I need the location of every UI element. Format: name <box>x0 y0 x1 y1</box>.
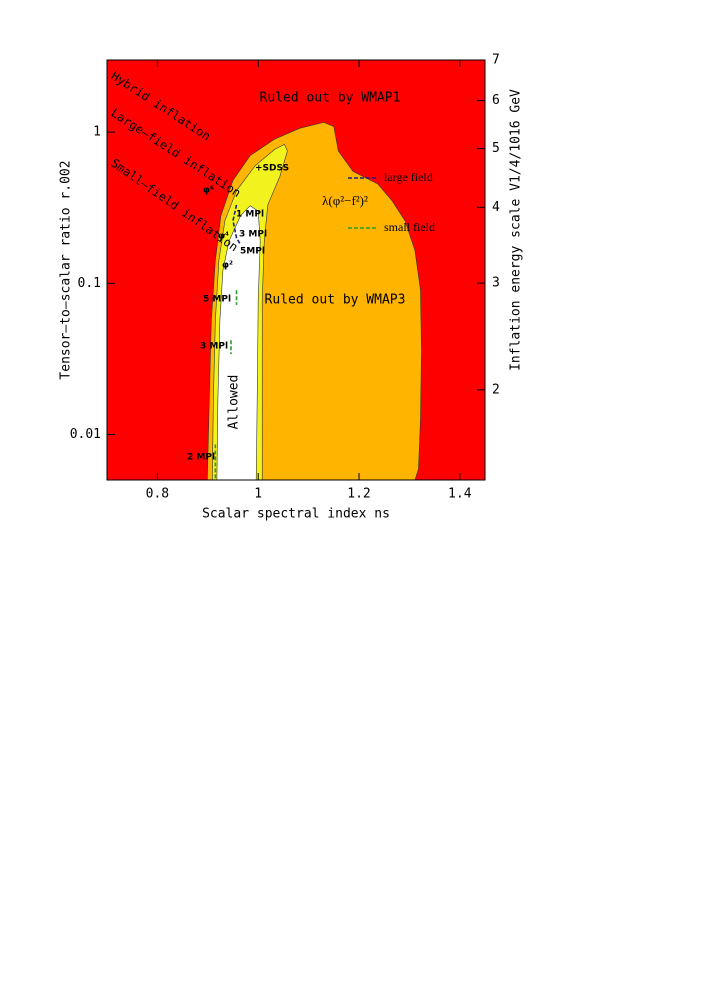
annotation: φ⁶ <box>203 186 214 196</box>
annotation: φ⁴ <box>218 232 229 242</box>
region <box>216 205 261 480</box>
y2-tick-label: 5 <box>492 141 500 156</box>
y2-tick-label: 3 <box>492 276 500 291</box>
legend-label: small field <box>384 220 435 234</box>
annotation: 3 MPl <box>200 342 228 352</box>
y2-tick-label: 6 <box>492 93 500 108</box>
annotation: 5MPl <box>240 247 265 257</box>
annotation: +SDSS <box>255 164 289 174</box>
y2-tick-label: 4 <box>492 200 500 215</box>
y-axis-label: Tensor–to–scalar ratio r.002 <box>59 160 74 379</box>
annotation: 1 MPl <box>236 210 264 220</box>
x-tick-label: 1.2 <box>347 487 370 502</box>
legend-label: large field <box>384 170 433 184</box>
y-tick-label: 0.1 <box>78 276 101 291</box>
regions <box>206 122 422 480</box>
x-tick-label: 1.4 <box>448 487 472 502</box>
annotation: Allowed <box>227 375 242 430</box>
annotation: Ruled out by WMAP3 <box>265 293 406 308</box>
line <box>214 290 238 480</box>
x-tick-label: 0.8 <box>146 487 169 502</box>
annotation: φ² <box>222 261 233 271</box>
y2-axis-label: Inflation energy scale V1/4/1016 GeV <box>509 89 524 371</box>
y2-tick-label: 7 <box>492 53 500 68</box>
annotation: 5 MPl <box>203 295 231 305</box>
plot-frame <box>106 59 486 481</box>
annotation: λ(φ²−f²)² <box>322 193 368 208</box>
y-tick-label: 1 <box>93 125 101 140</box>
annotation: 3 MPl <box>239 230 267 240</box>
y2-tick-label: 2 <box>492 382 500 397</box>
annotation: 2 MPl <box>187 453 215 463</box>
x-axis-label: Scalar spectral index ns <box>202 507 390 522</box>
x-tick-label: 1 <box>254 487 262 502</box>
y-tick-label: 0.01 <box>70 427 101 442</box>
line <box>232 204 242 246</box>
annotation: Ruled out by WMAP1 <box>260 91 401 106</box>
